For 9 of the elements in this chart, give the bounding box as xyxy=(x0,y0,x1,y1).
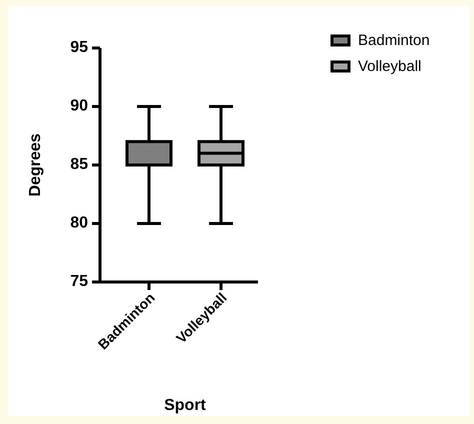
y-tick-label: 90 xyxy=(70,98,88,115)
x-axis-title: Sport xyxy=(164,397,207,414)
y-tick-label: 95 xyxy=(70,39,88,56)
y-tick-label: 80 xyxy=(70,214,88,232)
y-tick-label: 85 xyxy=(70,156,88,174)
y-axis-title: Degrees xyxy=(27,133,44,197)
legend-label: Volleyball xyxy=(358,58,422,75)
legend-label: Badminton xyxy=(358,32,430,49)
y-tick-label: 75 xyxy=(70,273,88,290)
